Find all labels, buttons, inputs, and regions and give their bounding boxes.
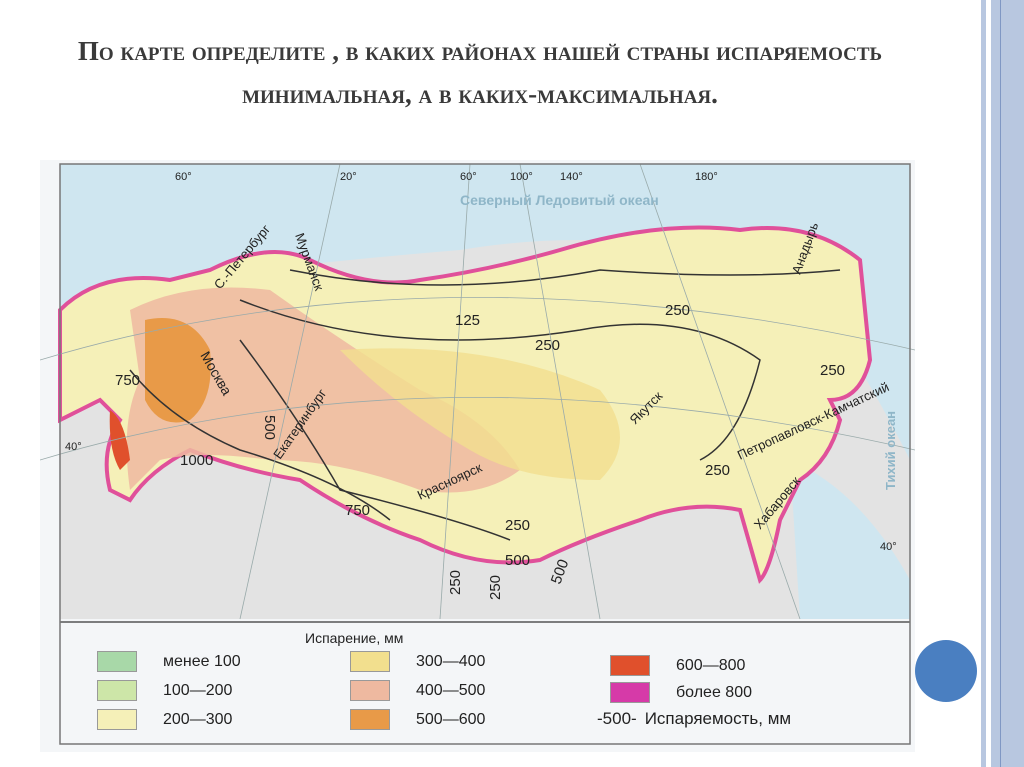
decor-stripe <box>991 0 1024 767</box>
legend-swatch <box>97 680 137 701</box>
ocean-label: Северный Ледовитый океан <box>460 192 659 208</box>
isoline-label: 250 <box>487 575 504 600</box>
ocean-label-pacific: Тихий океан <box>883 411 898 490</box>
legend-label: Испаряемость, мм <box>644 709 792 728</box>
legend-label: более 800 <box>676 683 752 701</box>
legend-label: 200—300 <box>163 710 233 728</box>
legend-swatch <box>350 651 390 672</box>
isoline-symbol: -500- <box>597 709 637 728</box>
evaporation-map: 20° 60° 100° 140° 180° 60° 40° 40° Север… <box>40 160 915 752</box>
isoline-label: 250 <box>820 362 845 379</box>
isoline-label: 500 <box>261 415 278 440</box>
isoline-label: 250 <box>535 337 560 354</box>
sea-area-pacific <box>790 460 910 619</box>
isoline-label: 750 <box>115 372 140 389</box>
legend-label: 100—200 <box>163 681 233 699</box>
legend-item: более 800 <box>610 682 752 703</box>
isoline-label: 250 <box>665 302 690 319</box>
meridian-label: 100° <box>510 171 533 183</box>
isoline-125 <box>289 269 841 286</box>
legend-swatch <box>350 709 390 730</box>
graticule <box>40 163 915 620</box>
slide-title: По карте определите , в каких районах на… <box>77 36 883 109</box>
isoline-label: 250 <box>505 517 530 534</box>
legend-isoline: -500- Испаряемость, мм <box>597 709 791 729</box>
legend-swatch <box>350 680 390 701</box>
isoline-750 <box>129 369 391 521</box>
legend-label: менее 100 <box>163 652 241 670</box>
legend-label: 400—500 <box>416 681 486 699</box>
parallel-label: 40° <box>65 441 82 453</box>
legend-item: 200—300 <box>97 709 232 730</box>
legend-item: 400—500 <box>350 680 485 701</box>
legend-item: 100—200 <box>97 680 232 701</box>
isoline-label: 1000 <box>180 452 213 469</box>
decor-stripe <box>981 0 986 767</box>
map-frame <box>59 163 911 745</box>
legend-title: Испарение, мм <box>305 630 404 646</box>
map-graphic: 20° 60° 100° 140° 180° 60° 40° 40° Север… <box>40 163 915 745</box>
zone-300-400 <box>340 348 620 480</box>
decor-stripe-line <box>1000 0 1001 767</box>
meridian-label: 60° <box>460 171 477 183</box>
legend-label: 300—400 <box>416 652 486 670</box>
isoline-label: 250 <box>705 462 730 479</box>
zone-600-800 <box>109 410 130 470</box>
legend-swatch <box>610 655 650 676</box>
legend-item: 500—600 <box>350 709 485 730</box>
isoline-250 <box>239 299 761 461</box>
legend-label: 500—600 <box>416 710 486 728</box>
parallel-label: 60° <box>175 171 192 183</box>
isoline-500 <box>239 339 511 541</box>
parallel-label: 40° <box>880 541 897 553</box>
isoline-label: 250 <box>447 570 464 595</box>
legend-item: 300—400 <box>350 651 485 672</box>
isoline-label: 500 <box>505 552 530 569</box>
meridian-label: 20° <box>340 171 357 183</box>
legend-item: 600—800 <box>610 655 745 676</box>
legend-swatch <box>97 709 137 730</box>
legend-item: менее 100 <box>97 651 241 672</box>
isoline-label: 750 <box>345 502 370 519</box>
meridian-label: 140° <box>560 171 583 183</box>
zone-400-500 <box>126 287 521 493</box>
zone-500-600 <box>145 318 211 423</box>
isoline-label: 125 <box>455 312 480 329</box>
legend-swatch <box>97 651 137 672</box>
legend-swatch <box>610 682 650 703</box>
meridian-label: 180° <box>695 171 718 183</box>
legend-label: 600—800 <box>676 656 746 674</box>
decor-circle <box>915 640 977 702</box>
